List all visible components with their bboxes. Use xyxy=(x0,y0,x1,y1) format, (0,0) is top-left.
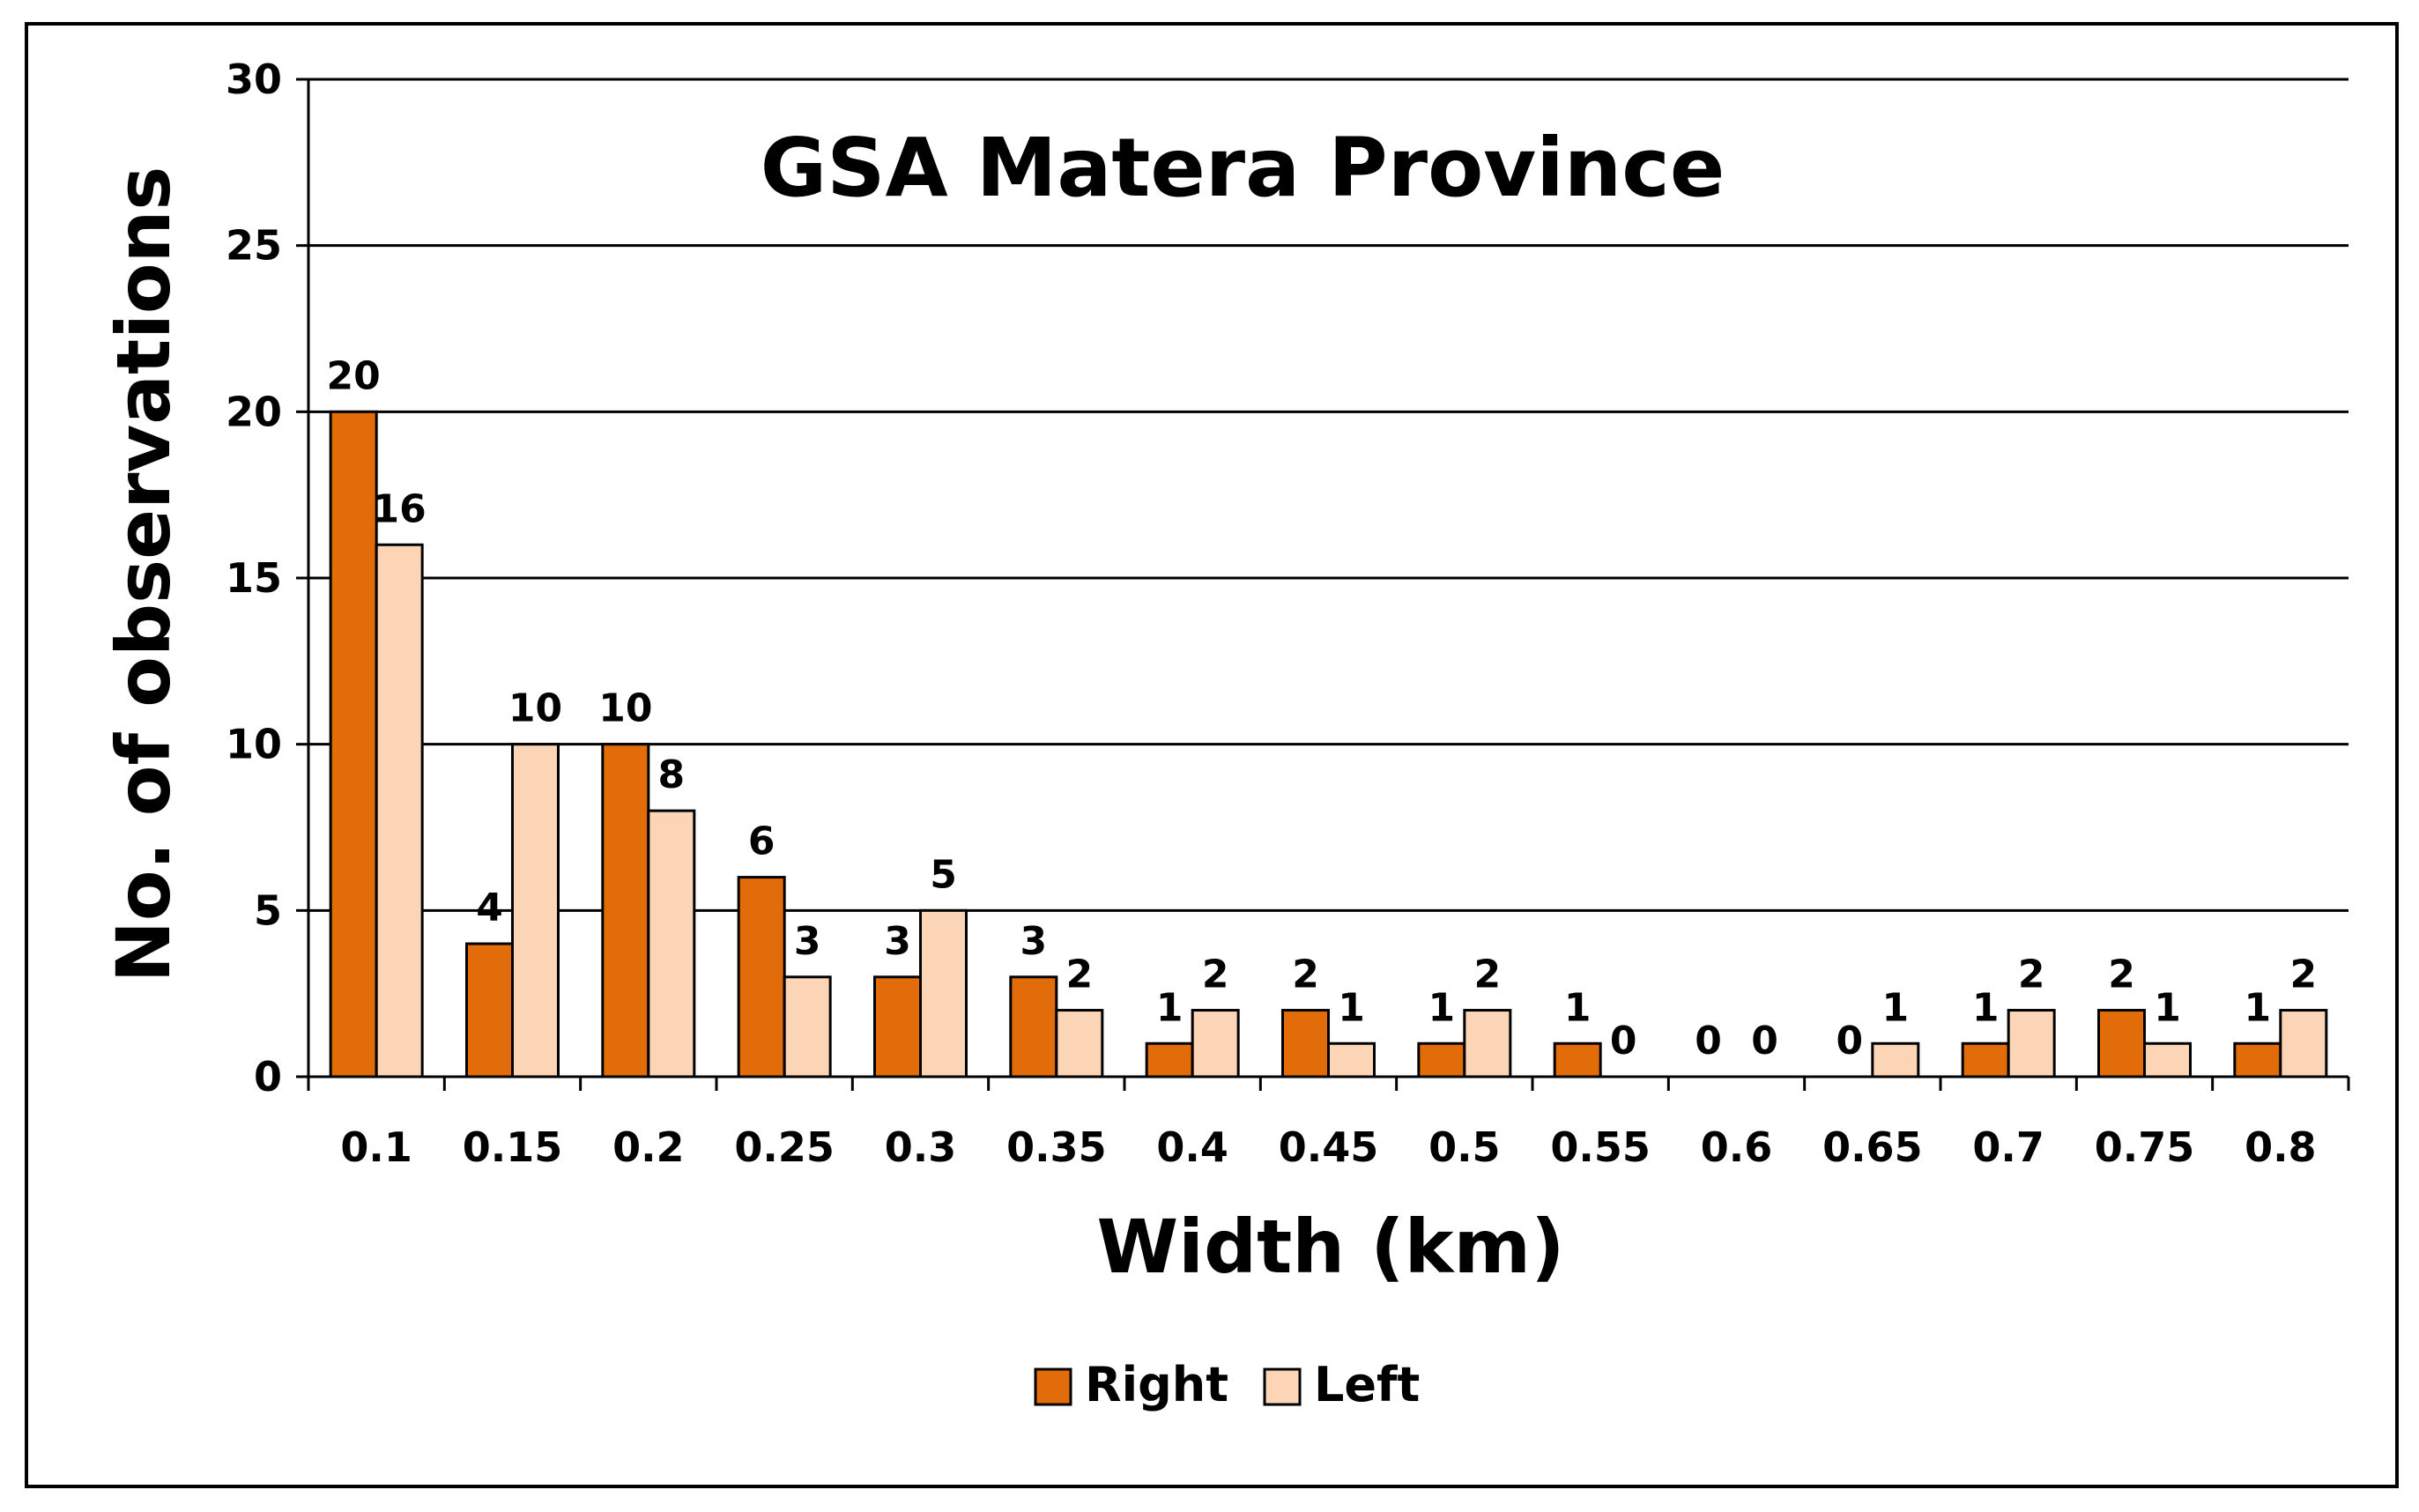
data-label-left: 8 xyxy=(658,752,686,797)
data-label-right: 4 xyxy=(476,886,503,930)
data-label-left: 10 xyxy=(508,686,562,731)
bar-right xyxy=(1417,1041,1466,1078)
bar-left xyxy=(647,809,696,1078)
data-label-right: 10 xyxy=(598,686,652,731)
bar-right xyxy=(601,743,650,1078)
data-label-right: 20 xyxy=(327,353,381,398)
data-label-right: 6 xyxy=(748,819,775,864)
bar-right xyxy=(329,410,378,1078)
bar-left xyxy=(1191,1009,1240,1078)
data-label-left: 2 xyxy=(1474,952,1502,997)
x-tick-label: 0.75 xyxy=(2095,1123,2195,1171)
data-label-left: 16 xyxy=(373,486,427,531)
bar-right xyxy=(873,975,922,1078)
bar-left xyxy=(1463,1009,1512,1078)
legend-swatch-right xyxy=(1034,1367,1072,1406)
y-tick-label: 0 xyxy=(254,1053,282,1101)
y-tick-label: 5 xyxy=(254,886,282,934)
bar-right xyxy=(1961,1041,2010,1078)
data-label-left: 0 xyxy=(1610,1019,1637,1064)
bar-right xyxy=(1553,1041,1602,1078)
bar-right xyxy=(2233,1041,2282,1078)
data-label-right: 0 xyxy=(1837,1019,1864,1064)
data-label-left: 2 xyxy=(2290,952,2318,997)
data-label-right: 1 xyxy=(1564,985,1592,1030)
bar-left xyxy=(919,908,968,1078)
bar-left xyxy=(1871,1041,1920,1078)
bar-left xyxy=(375,543,424,1078)
bar-left xyxy=(511,743,560,1078)
legend: Right Left xyxy=(1034,1357,1420,1412)
data-label-right: 1 xyxy=(1156,985,1184,1030)
x-tick-label: 0.3 xyxy=(885,1123,957,1171)
x-tick-label: 0.55 xyxy=(1550,1123,1651,1171)
data-label-right: 1 xyxy=(1972,985,2000,1030)
y-tick-label: 30 xyxy=(226,56,282,103)
y-tick-label: 10 xyxy=(226,721,282,768)
x-tick-label: 0.25 xyxy=(734,1123,835,1171)
data-label-right: 2 xyxy=(1292,952,1319,997)
data-label-right: 3 xyxy=(884,919,911,964)
bar-left xyxy=(2007,1009,2056,1078)
x-tick-label: 0.5 xyxy=(1428,1123,1501,1171)
bar-left xyxy=(1327,1041,1376,1078)
x-tick-label: 0.6 xyxy=(1701,1123,1773,1171)
bar-left xyxy=(2143,1041,2192,1078)
data-label-left: 0 xyxy=(1751,1019,1778,1064)
data-label-right: 3 xyxy=(1020,919,1048,964)
data-label-left: 1 xyxy=(2154,985,2181,1030)
x-tick-label: 0.35 xyxy=(1006,1123,1107,1171)
y-tick-label: 25 xyxy=(226,222,282,270)
data-label-left: 2 xyxy=(1066,952,1094,997)
data-label-left: 5 xyxy=(930,852,957,897)
data-label-left: 2 xyxy=(2018,952,2045,997)
bar-right xyxy=(1009,975,1058,1078)
x-tick-label: 0.2 xyxy=(612,1123,685,1171)
y-axis-label: No. of observations xyxy=(100,167,187,983)
x-tick-label: 0.1 xyxy=(340,1123,412,1171)
data-label-right: 0 xyxy=(1695,1019,1722,1064)
legend-swatch-left xyxy=(1263,1367,1302,1406)
bar-left xyxy=(1055,1009,1104,1078)
bar-left xyxy=(2279,1009,2328,1078)
bar-right xyxy=(1281,1009,1330,1078)
data-label-right: 1 xyxy=(1428,985,1456,1030)
data-label-right: 1 xyxy=(2245,985,2272,1030)
legend-label-left: Left xyxy=(1314,1357,1420,1412)
x-axis-label: Width (km) xyxy=(1097,1204,1565,1290)
bar-left xyxy=(783,975,832,1078)
bar-right xyxy=(1145,1041,1194,1078)
bars xyxy=(329,410,2328,1078)
x-tick-label: 0.15 xyxy=(463,1123,563,1171)
x-tick-label: 0.4 xyxy=(1156,1123,1228,1171)
data-label-left: 2 xyxy=(1202,952,1229,997)
x-tick-label: 0.65 xyxy=(1822,1123,1923,1171)
bar-right xyxy=(2097,1009,2146,1078)
y-tick-label: 15 xyxy=(226,554,282,602)
chart-title: GSA Matera Province xyxy=(761,121,1725,215)
y-tick-label: 20 xyxy=(226,388,282,435)
x-tick-label: 0.45 xyxy=(1279,1123,1379,1171)
data-label-left: 1 xyxy=(1882,985,1910,1030)
bar-right xyxy=(737,876,786,1078)
data-label-left: 3 xyxy=(794,919,821,964)
x-tick-label: 0.8 xyxy=(2245,1123,2317,1171)
bar-right xyxy=(465,942,514,1078)
data-label-right: 2 xyxy=(2108,952,2135,997)
data-label-left: 1 xyxy=(1338,985,1365,1030)
x-tick-label: 0.7 xyxy=(1972,1123,2044,1171)
legend-label-right: Right xyxy=(1085,1357,1228,1412)
